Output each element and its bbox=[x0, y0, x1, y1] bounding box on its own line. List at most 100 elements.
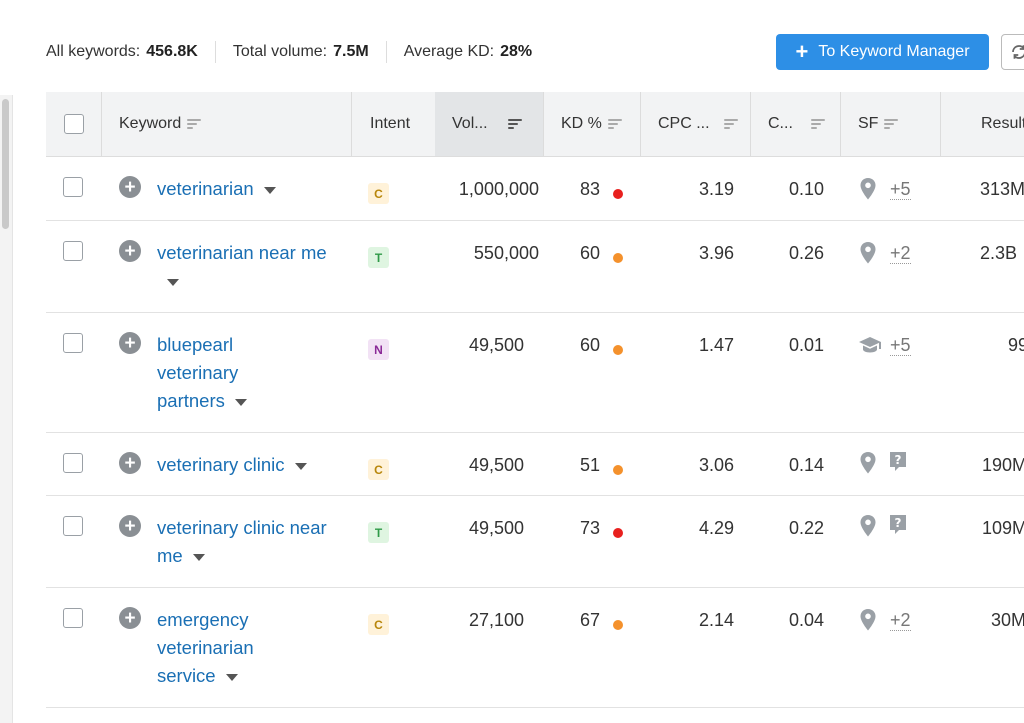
kd-difficulty-dot bbox=[613, 253, 623, 263]
add-keyword-icon[interactable]: + bbox=[119, 240, 141, 262]
add-keyword-icon[interactable]: + bbox=[119, 332, 141, 354]
select-all-cell bbox=[46, 92, 101, 156]
kd-value: 67 bbox=[579, 610, 600, 630]
row-checkbox[interactable] bbox=[63, 516, 83, 536]
add-keyword-icon[interactable]: + bbox=[119, 607, 141, 629]
sort-icon[interactable] bbox=[884, 118, 899, 130]
row-checkbox[interactable] bbox=[63, 453, 83, 473]
graduation-cap-icon bbox=[859, 337, 881, 353]
competition-value: 0.10 bbox=[788, 179, 824, 199]
map-pin-icon bbox=[860, 452, 876, 474]
sort-icon[interactable] bbox=[810, 118, 825, 130]
keyword-link[interactable]: bluepearl veterinary partners bbox=[157, 331, 277, 415]
row-checkbox[interactable] bbox=[63, 608, 83, 628]
keyword-link[interactable]: veterinary clinic near me bbox=[157, 517, 327, 566]
chevron-down-icon[interactable] bbox=[225, 673, 238, 681]
divider bbox=[385, 41, 387, 63]
svg-text:?: ? bbox=[895, 453, 902, 467]
select-all-checkbox[interactable] bbox=[63, 114, 84, 134]
column-kd[interactable]: KD % bbox=[543, 92, 640, 156]
kd-value: 60 bbox=[579, 335, 600, 355]
all-keywords-stat: All keywords: 456.8K bbox=[46, 43, 198, 61]
intent-badge: C bbox=[368, 614, 389, 635]
total-volume-stat: Total volume: 7.5M bbox=[233, 43, 369, 61]
scrollbar-thumb[interactable] bbox=[2, 99, 9, 229]
chevron-down-icon[interactable] bbox=[234, 398, 247, 406]
left-scrollbar[interactable] bbox=[0, 95, 13, 723]
column-results-label: Result bbox=[981, 115, 1024, 132]
competition-value: 0.22 bbox=[788, 518, 824, 538]
add-keyword-icon[interactable]: + bbox=[119, 176, 141, 198]
results-value: 313M bbox=[980, 179, 1024, 199]
row-checkbox[interactable] bbox=[63, 241, 83, 261]
cpc-value: 3.96 bbox=[698, 243, 734, 263]
results-value: 30M bbox=[991, 610, 1024, 630]
column-intent[interactable]: Intent bbox=[351, 92, 436, 156]
average-kd-label: Average KD: bbox=[403, 43, 495, 60]
kd-difficulty-dot bbox=[613, 528, 623, 538]
sort-icon[interactable] bbox=[723, 118, 738, 130]
sf-more-link[interactable]: +5 bbox=[890, 179, 911, 200]
table-row: + veterinary clinic near me T 49,500 73 … bbox=[46, 496, 1024, 588]
kd-difficulty-dot bbox=[613, 345, 623, 355]
chevron-down-icon[interactable] bbox=[263, 186, 276, 194]
table-row: + veterinarian C 1,000,000 83 3.19 0.10 … bbox=[46, 157, 1024, 221]
chevron-down-icon[interactable] bbox=[294, 462, 307, 470]
cpc-value: 1.47 bbox=[698, 335, 734, 355]
sort-icon[interactable] bbox=[507, 118, 522, 130]
table-row: + veterinarian near me T 550,000 60 3.96… bbox=[46, 221, 1024, 313]
column-keyword[interactable]: Keyword bbox=[101, 92, 351, 156]
sort-icon[interactable] bbox=[607, 118, 622, 130]
column-sf[interactable]: SF bbox=[840, 92, 940, 156]
add-keyword-icon[interactable]: + bbox=[119, 452, 141, 474]
volume-value: 550,000 bbox=[473, 243, 539, 263]
column-kd-label: KD % bbox=[561, 115, 602, 132]
divider bbox=[214, 41, 216, 63]
keyword-link[interactable]: veterinary clinic bbox=[157, 451, 337, 479]
keyword-link[interactable]: veterinarian near me bbox=[157, 239, 337, 295]
chevron-down-icon[interactable] bbox=[192, 553, 205, 561]
column-results[interactable]: Result bbox=[940, 92, 1024, 156]
column-competition[interactable]: C... bbox=[750, 92, 840, 156]
competition-value: 0.26 bbox=[788, 243, 824, 263]
column-volume[interactable]: Vol... bbox=[435, 92, 543, 156]
volume-value: 49,500 bbox=[468, 455, 524, 475]
kd-difficulty-dot bbox=[613, 189, 623, 199]
row-checkbox[interactable] bbox=[63, 177, 83, 197]
kd-value: 60 bbox=[579, 243, 600, 263]
sf-more-link[interactable]: +2 bbox=[890, 243, 911, 264]
sort-icon[interactable] bbox=[187, 118, 202, 130]
row-checkbox[interactable] bbox=[63, 333, 83, 353]
refresh-icon bbox=[1012, 45, 1024, 59]
competition-value: 0.01 bbox=[788, 335, 824, 355]
map-pin-icon bbox=[860, 609, 876, 631]
to-keyword-manager-button[interactable]: + To Keyword Manager bbox=[776, 34, 989, 70]
intent-badge: T bbox=[368, 522, 389, 543]
volume-value: 1,000,000 bbox=[458, 179, 539, 199]
table-row: + emergency veterinarian service C 27,10… bbox=[46, 588, 1024, 708]
keyword-link[interactable]: veterinarian bbox=[157, 175, 337, 203]
column-cpc[interactable]: CPC ... bbox=[640, 92, 750, 156]
kd-value: 83 bbox=[579, 179, 600, 199]
cpc-value: 2.14 bbox=[698, 610, 734, 630]
refresh-button[interactable] bbox=[1001, 34, 1024, 70]
to-keyword-manager-label: To Keyword Manager bbox=[818, 43, 970, 60]
add-keyword-icon[interactable]: + bbox=[119, 515, 141, 537]
question-bubble-icon: ? bbox=[890, 515, 906, 534]
volume-value: 49,500 bbox=[468, 335, 524, 355]
intent-badge: N bbox=[368, 339, 389, 360]
total-volume-value: 7.5M bbox=[333, 43, 369, 60]
map-pin-icon bbox=[860, 242, 876, 264]
keywords-table: Keyword Intent Vol... KD % CPC ... C... … bbox=[46, 92, 1024, 708]
sf-more-link[interactable]: +2 bbox=[890, 610, 911, 631]
sf-more-link[interactable]: +5 bbox=[890, 335, 911, 356]
chevron-down-icon[interactable] bbox=[167, 278, 179, 286]
results-value: 99 bbox=[1008, 335, 1024, 355]
keyword-link[interactable]: emergency veterinarian service bbox=[157, 609, 254, 686]
table-header: Keyword Intent Vol... KD % CPC ... C... … bbox=[46, 92, 1024, 157]
average-kd-value: 28% bbox=[500, 43, 533, 60]
competition-value: 0.04 bbox=[788, 610, 824, 630]
kd-value: 73 bbox=[579, 518, 600, 538]
column-keyword-label: Keyword bbox=[119, 115, 182, 132]
intent-badge: T bbox=[368, 247, 389, 268]
